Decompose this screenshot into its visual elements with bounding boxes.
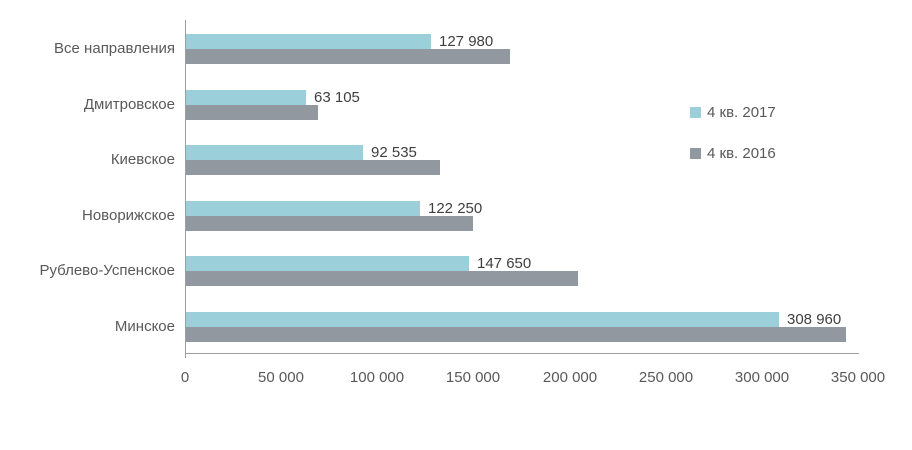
bar-4-кв.-2017 <box>185 34 431 49</box>
x-tick-label: 250 000 <box>638 369 694 386</box>
bar-4-кв.-2017 <box>185 311 779 327</box>
legend-label-2016: 4 кв. 2016 <box>707 144 776 162</box>
x-tick-label: 300 000 <box>734 369 790 386</box>
legend-swatch-2017-icon <box>690 106 701 118</box>
bar-4-кв.-2016 <box>185 160 440 175</box>
bar-4-кв.-2016 <box>185 104 318 120</box>
x-tick-label: 350 000 <box>830 369 886 386</box>
legend-item-2017: 4 кв. 2017 <box>690 103 776 121</box>
y-axis-line <box>185 20 186 353</box>
value-label: 92 535 <box>371 144 417 161</box>
bar-4-кв.-2017 <box>185 200 420 216</box>
x-tick-label: 200 000 <box>542 369 598 386</box>
legend-label-2017: 4 кв. 2017 <box>707 103 776 121</box>
value-label: 147 650 <box>477 255 532 272</box>
bar-4-кв.-2016 <box>185 215 473 231</box>
category-label: Рублево-Успенское <box>39 262 175 279</box>
axis-tick <box>185 353 186 358</box>
bar-4-кв.-2016 <box>185 271 578 286</box>
bar-4-кв.-2016 <box>185 326 846 342</box>
category-label: Новорижское <box>82 206 175 224</box>
category-label: Минское <box>114 317 175 335</box>
legend-item-2016: 4 кв. 2016 <box>690 144 776 162</box>
bar-4-кв.-2016 <box>185 49 510 64</box>
category-label: Киевское <box>110 151 175 168</box>
bar-4-кв.-2017 <box>185 256 469 271</box>
category-label: Все направления <box>54 40 175 57</box>
x-tick-label: 150 000 <box>445 369 501 386</box>
value-label: 127 980 <box>439 33 494 50</box>
x-axis-line <box>185 353 859 354</box>
bar-4-кв.-2017 <box>185 89 306 105</box>
value-label: 122 250 <box>428 199 483 217</box>
category-label: Дмитровское <box>83 95 175 113</box>
legend-swatch-2016-icon <box>690 147 701 159</box>
x-tick-label: 50 000 <box>258 369 304 386</box>
bar-4-кв.-2017 <box>185 145 363 160</box>
value-label: 308 960 <box>787 310 842 328</box>
value-label: 63 105 <box>314 88 360 106</box>
legend: 4 кв. 2017 4 кв. 2016 <box>690 104 776 186</box>
x-tick-label: 0 <box>180 369 190 386</box>
x-tick-label: 100 000 <box>349 369 405 386</box>
